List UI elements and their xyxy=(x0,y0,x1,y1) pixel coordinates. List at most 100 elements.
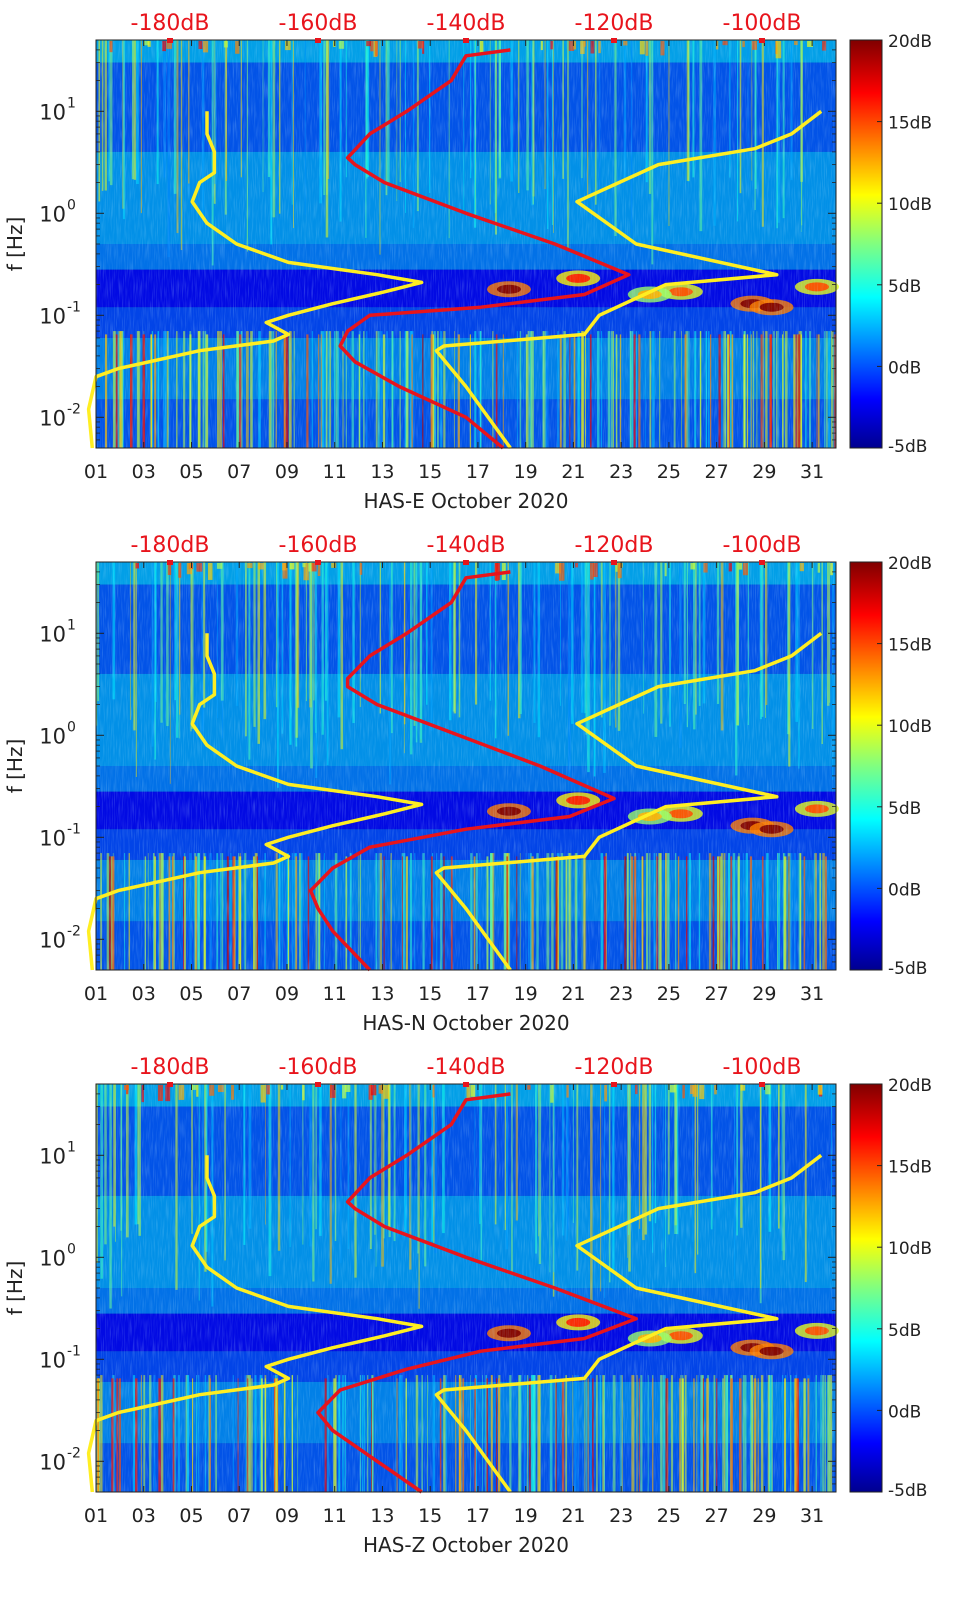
top-tick xyxy=(167,560,173,565)
y-tick-label: 10 xyxy=(39,1246,66,1270)
series-yellow-1 xyxy=(434,109,823,450)
x-tick-label: 21 xyxy=(561,1505,585,1527)
top-axis-tick-label: -120dB xyxy=(575,533,654,558)
x-tick-label: 17 xyxy=(466,1505,490,1527)
top-tick xyxy=(759,38,765,43)
top-axis-tick-label: -180dB xyxy=(131,1055,210,1080)
y-tick-label: 10 xyxy=(39,826,66,850)
y-tick-exponent: -2 xyxy=(67,923,81,939)
y-tick-label: 10 xyxy=(39,100,66,124)
texture xyxy=(96,1084,836,1492)
x-tick-label: 29 xyxy=(752,983,776,1005)
colorbar-gradient xyxy=(849,39,883,449)
top-axis-tick-label: -180dB xyxy=(131,11,210,36)
y-tick-exponent: 0 xyxy=(67,719,76,735)
top-tick xyxy=(463,1082,469,1087)
colorbar-gradient xyxy=(849,561,883,971)
y-tick-exponent: 1 xyxy=(67,617,76,633)
colorbar-tick-label: 0dB xyxy=(888,1402,921,1422)
y-axis-label: f [Hz] xyxy=(3,1261,27,1316)
x-tick-label: 09 xyxy=(275,461,299,483)
y-tick-label: 10 xyxy=(39,622,66,646)
y-tick-label: 10 xyxy=(39,1348,66,1372)
y-tick-exponent: -2 xyxy=(67,1445,81,1461)
top-tick xyxy=(167,38,173,43)
top-axis-tick-label: -140dB xyxy=(427,533,506,558)
top-axis-tick-label: -160dB xyxy=(279,11,358,36)
x-tick-label: 09 xyxy=(275,1505,299,1527)
x-tick-label: 03 xyxy=(132,1505,156,1527)
x-tick-label: 21 xyxy=(561,983,585,1005)
colorbar-tick-label: 5dB xyxy=(888,799,921,819)
top-tick xyxy=(463,560,469,565)
x-tick-label: 19 xyxy=(514,1505,538,1527)
top-tick xyxy=(611,560,617,565)
top-tick xyxy=(759,560,765,565)
x-tick-label: 13 xyxy=(370,461,394,483)
colorbar: 20dB 15dB 10dB 5dB 0dB -5dB xyxy=(849,1076,932,1501)
x-tick-label: 05 xyxy=(179,1505,203,1527)
x-tick-label: 27 xyxy=(705,461,729,483)
x-tick-label: 27 xyxy=(705,983,729,1005)
colorbar-tick-label: 20dB xyxy=(888,554,932,574)
x-tick-label: 11 xyxy=(323,461,347,483)
texture xyxy=(96,562,836,970)
y-tick-label: 10 xyxy=(39,1144,66,1168)
y-tick-exponent: -1 xyxy=(67,1343,81,1359)
spectrogram xyxy=(96,40,839,448)
x-tick-label: 09 xyxy=(275,983,299,1005)
colorbar-gradient xyxy=(849,1083,883,1493)
colorbar-tick-label: 0dB xyxy=(888,880,921,900)
x-tick-label: 17 xyxy=(466,983,490,1005)
top-tick xyxy=(463,38,469,43)
y-tick-label: 10 xyxy=(39,304,66,328)
x-tick-label: 01 xyxy=(84,983,108,1005)
series-yellow-0 xyxy=(86,633,424,971)
x-tick-label: 29 xyxy=(752,1505,776,1527)
x-tick-label: 25 xyxy=(657,1505,681,1527)
x-tick-label: 05 xyxy=(179,461,203,483)
series-red-2 xyxy=(308,570,616,972)
top-axis-tick-label: -100dB xyxy=(723,11,802,36)
colorbar-tick-label: 20dB xyxy=(888,1076,932,1096)
top-tick xyxy=(315,1082,321,1087)
y-tick-exponent: -1 xyxy=(67,821,81,837)
x-tick-label: 05 xyxy=(179,983,203,1005)
series-yellow-1 xyxy=(434,631,823,972)
series-red-2 xyxy=(316,1092,638,1494)
x-tick-label: 17 xyxy=(466,461,490,483)
colorbar-tick-label: 15dB xyxy=(888,1158,932,1178)
top-axis-tick-label: -100dB xyxy=(723,533,802,558)
series-yellow-1 xyxy=(434,1153,823,1494)
x-axis-label: HAS-E October 2020 xyxy=(364,489,569,513)
top-axis-tick-label: -140dB xyxy=(427,1055,506,1080)
top-axis-tick-label: -160dB xyxy=(279,533,358,558)
y-tick-label: 10 xyxy=(39,928,66,952)
colorbar-tick-label: -5dB xyxy=(888,1481,927,1501)
x-tick-label: 25 xyxy=(657,461,681,483)
colorbar-tick-label: 15dB xyxy=(888,636,932,656)
x-tick-label: 25 xyxy=(657,983,681,1005)
x-tick-label: 21 xyxy=(561,461,585,483)
top-axis-tick-label: -160dB xyxy=(279,1055,358,1080)
x-tick-label: 13 xyxy=(370,983,394,1005)
x-tick-label: 03 xyxy=(132,983,156,1005)
y-tick-label: 10 xyxy=(39,202,66,226)
x-tick-label: 23 xyxy=(609,983,633,1005)
x-tick-label: 11 xyxy=(323,1505,347,1527)
colorbar-tick-label: -5dB xyxy=(888,437,927,457)
y-tick-exponent: 1 xyxy=(67,1139,76,1155)
x-tick-label: 27 xyxy=(705,1505,729,1527)
top-axis-tick-label: -140dB xyxy=(427,11,506,36)
y-axis-label: f [Hz] xyxy=(3,739,27,794)
y-tick-label: 10 xyxy=(39,406,66,430)
y-tick-exponent: 0 xyxy=(67,1241,76,1257)
x-tick-label: 07 xyxy=(227,983,251,1005)
x-tick-label: 15 xyxy=(418,1505,442,1527)
x-axis-label: HAS-Z October 2020 xyxy=(363,1533,569,1557)
top-tick xyxy=(611,1082,617,1087)
